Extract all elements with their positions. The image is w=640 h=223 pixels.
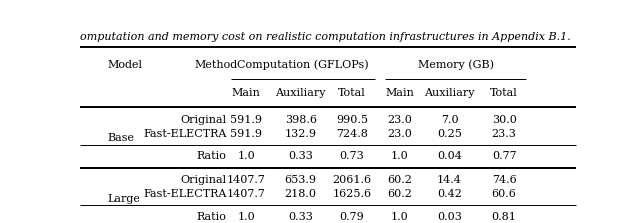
- Text: 0.42: 0.42: [437, 189, 462, 199]
- Text: Total: Total: [490, 88, 518, 98]
- Text: 0.73: 0.73: [339, 151, 364, 161]
- Text: 1.0: 1.0: [237, 212, 255, 222]
- Text: Main: Main: [232, 88, 260, 98]
- Text: 1.0: 1.0: [237, 151, 255, 161]
- Text: 14.4: 14.4: [437, 176, 462, 186]
- Text: 218.0: 218.0: [285, 189, 317, 199]
- Text: Large: Large: [108, 194, 140, 204]
- Text: Memory (GB): Memory (GB): [418, 59, 493, 70]
- Text: 23.0: 23.0: [387, 115, 412, 125]
- Text: Fast-ELECTRA: Fast-ELECTRA: [143, 189, 227, 199]
- Text: 0.33: 0.33: [288, 151, 313, 161]
- Text: 653.9: 653.9: [285, 176, 317, 186]
- Text: 398.6: 398.6: [285, 115, 317, 125]
- Text: 0.04: 0.04: [437, 151, 462, 161]
- Text: Auxiliary: Auxiliary: [275, 88, 326, 98]
- Text: 60.2: 60.2: [387, 176, 412, 186]
- Text: 0.25: 0.25: [437, 129, 462, 139]
- Text: 7.0: 7.0: [441, 115, 458, 125]
- Text: 132.9: 132.9: [285, 129, 317, 139]
- Text: 1.0: 1.0: [391, 212, 409, 222]
- Text: Ratio: Ratio: [196, 212, 227, 222]
- Text: 23.3: 23.3: [492, 129, 516, 139]
- Text: 2061.6: 2061.6: [332, 176, 371, 186]
- Text: Auxiliary: Auxiliary: [424, 88, 475, 98]
- Text: omputation and memory cost on realistic computation infrastructures in Appendix : omputation and memory cost on realistic …: [80, 32, 571, 42]
- Text: Base: Base: [108, 133, 134, 143]
- Text: 591.9: 591.9: [230, 115, 262, 125]
- Text: Model: Model: [108, 60, 142, 70]
- Text: 60.6: 60.6: [492, 189, 516, 199]
- Text: Original: Original: [180, 115, 227, 125]
- Text: 60.2: 60.2: [387, 189, 412, 199]
- Text: Total: Total: [338, 88, 365, 98]
- Text: 23.0: 23.0: [387, 129, 412, 139]
- Text: Fast-ELECTRA: Fast-ELECTRA: [143, 129, 227, 139]
- Text: Computation (GFLOPs): Computation (GFLOPs): [237, 59, 369, 70]
- Text: 724.8: 724.8: [336, 129, 368, 139]
- Text: 0.03: 0.03: [437, 212, 462, 222]
- Text: 74.6: 74.6: [492, 176, 516, 186]
- Text: 0.77: 0.77: [492, 151, 516, 161]
- Text: Original: Original: [180, 176, 227, 186]
- Text: 30.0: 30.0: [492, 115, 516, 125]
- Text: 591.9: 591.9: [230, 129, 262, 139]
- Text: 990.5: 990.5: [336, 115, 368, 125]
- Text: 1.0: 1.0: [391, 151, 409, 161]
- Text: 1407.7: 1407.7: [227, 176, 266, 186]
- Text: Main: Main: [385, 88, 414, 98]
- Text: Ratio: Ratio: [196, 151, 227, 161]
- Text: 0.79: 0.79: [339, 212, 364, 222]
- Text: 1625.6: 1625.6: [332, 189, 371, 199]
- Text: 1407.7: 1407.7: [227, 189, 266, 199]
- Text: 0.33: 0.33: [288, 212, 313, 222]
- Text: Method: Method: [195, 60, 238, 70]
- Text: 0.81: 0.81: [492, 212, 516, 222]
